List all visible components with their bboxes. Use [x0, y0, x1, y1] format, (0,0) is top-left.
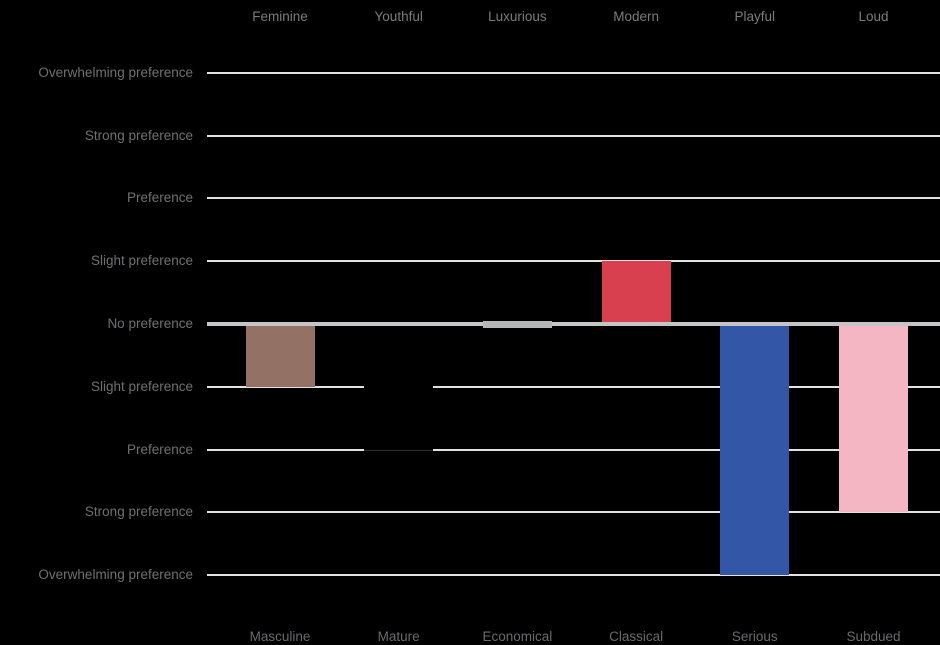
bar-subdued [839, 326, 908, 513]
gridline-strong-preference [207, 134, 940, 137]
y-tick-label: Preference [126, 190, 193, 206]
top-label-youthful: Youthful [374, 9, 423, 24]
bar-masculine [245, 326, 315, 387]
top-label-loud: Loud [858, 9, 889, 24]
gridline-overwhelming-preference [207, 71, 940, 74]
bottom-label-subdued: Subdued [846, 629, 901, 644]
gridline-slight-preference [207, 385, 940, 388]
bar-serious [720, 326, 790, 576]
bottom-label-mature: Mature [377, 629, 420, 644]
top-label-luxurious: Luxurious [488, 9, 547, 24]
gridline-preference [207, 197, 940, 200]
bottom-label-economical: Economical [482, 629, 553, 644]
top-label-playful: Playful [734, 9, 776, 24]
bottom-label-masculine: Masculine [249, 629, 311, 644]
zero-axis-line [207, 322, 940, 326]
gridline-strong-preference [207, 511, 940, 514]
gridline-slight-preference [207, 260, 940, 263]
y-tick-label: Overwhelming preference [38, 567, 193, 583]
y-tick-label: Preference [126, 441, 193, 457]
y-tick-label: No preference [107, 316, 193, 331]
top-label-modern: Modern [613, 9, 659, 24]
top-label-feminine: Feminine [252, 9, 308, 24]
bar-mature [364, 326, 434, 451]
y-tick-label: Slight preference [90, 253, 193, 269]
bottom-label-serious: Serious [731, 629, 778, 644]
bar-luxurious-economical [482, 320, 552, 328]
y-tick-label: Strong preference [84, 127, 193, 143]
y-tick-label: Overwhelming preference [38, 64, 193, 80]
y-tick-label: Strong preference [84, 504, 193, 520]
bar-modern [601, 261, 671, 322]
y-tick-label: Slight preference [90, 378, 193, 394]
gridline-overwhelming-preference [207, 574, 940, 577]
gridline-preference [207, 448, 940, 451]
bottom-label-classical: Classical [609, 629, 664, 644]
